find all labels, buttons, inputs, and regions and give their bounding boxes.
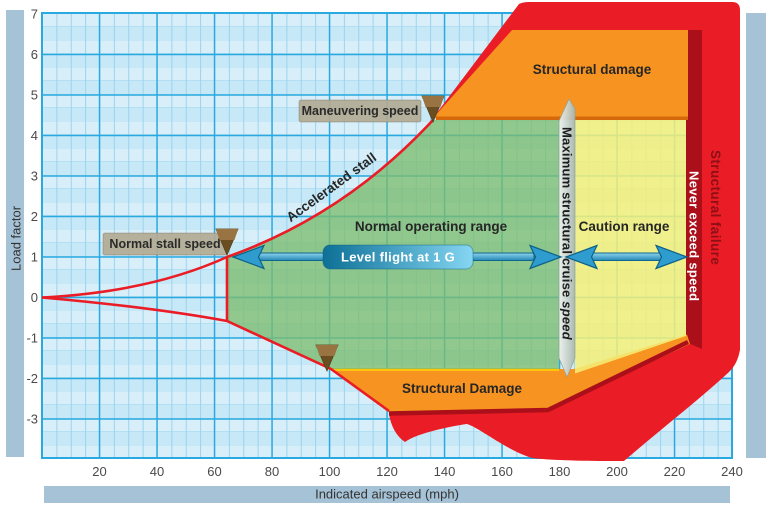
x-tick: 160	[491, 464, 513, 479]
structural-damage-bottom-label: Structural Damage	[402, 381, 523, 396]
positive-stall-curve	[41, 119, 434, 299]
max-cruise-strip	[558, 98, 576, 378]
normal-operating-range-label: Normal operating range	[355, 219, 508, 234]
x-tick: 60	[207, 464, 221, 479]
y-axis-title: Load factor	[9, 205, 24, 271]
x-tick: 20	[92, 464, 106, 479]
structural-damage-top-label: Structural damage	[533, 62, 652, 77]
caution-range-arrow	[564, 244, 689, 270]
y-tick: -3	[26, 412, 38, 427]
never-exceed-speed-label: Never exceed speed	[687, 171, 702, 301]
structural-damage-top-region	[433, 30, 688, 118]
x-axis-title: Indicated airspeed (mph)	[315, 487, 459, 502]
level-flight-pill	[322, 244, 474, 270]
arrow-right-head	[528, 244, 563, 270]
structural-damage-bottom-region	[330, 334, 690, 412]
normal-stall-speed-label: Normal stall speed	[109, 237, 220, 251]
x-tick: 220	[664, 464, 686, 479]
load-factor-axis-bar	[6, 10, 24, 457]
y-tick: 2	[31, 209, 38, 224]
maneuvering-speed-pin-icon	[421, 95, 445, 124]
y-tick: 0	[31, 290, 38, 305]
arrow-left-head	[564, 244, 599, 270]
stall-curves	[41, 119, 434, 413]
level-flight-label: Level flight at 1 G	[341, 250, 455, 265]
y-tick: 1	[31, 250, 38, 265]
never-exceed-strip	[686, 30, 702, 349]
normal-operating-region	[227, 120, 559, 369]
right-decor-bar	[746, 13, 766, 458]
x-tick: 80	[265, 464, 279, 479]
y-tick: 4	[31, 128, 38, 143]
y-axis-ticks: 7 6 5 4 3 2 1 0 -1 -2 -3	[26, 7, 38, 427]
arrow-left-head	[231, 244, 266, 270]
caution-range-label: Caution range	[579, 219, 670, 234]
arrow-right-head	[654, 244, 689, 270]
negative-limit-pin-icon	[315, 344, 339, 373]
x-tick: 120	[376, 464, 398, 479]
structural-damage-bottom-dark-edge	[388, 339, 689, 416]
y-tick: -1	[26, 331, 38, 346]
y-tick: 5	[31, 88, 38, 103]
x-tick: 200	[606, 464, 628, 479]
x-axis-ticks: 20 40 60 80 100 120 140 160 180 200 220 …	[92, 464, 743, 479]
max-cruise-label: Maximum structural cruise speed	[560, 127, 575, 341]
y-tick: 6	[31, 47, 38, 62]
structural-failure-label: Structural failure	[708, 150, 723, 265]
x-tick: 100	[319, 464, 341, 479]
y-tick: -2	[26, 371, 38, 386]
normal-stall-speed-pin-icon	[215, 228, 239, 257]
caution-region	[575, 120, 686, 374]
x-tick: 240	[721, 464, 743, 479]
x-tick: 40	[150, 464, 164, 479]
airspeed-axis-bar	[44, 486, 730, 503]
y-tick: 3	[31, 169, 38, 184]
maneuvering-speed-label: Maneuvering speed	[302, 104, 419, 118]
maneuvering-speed-box	[298, 99, 422, 123]
x-tick: 180	[549, 464, 571, 479]
x-tick: 140	[434, 464, 456, 479]
y-tick: 7	[31, 7, 38, 22]
